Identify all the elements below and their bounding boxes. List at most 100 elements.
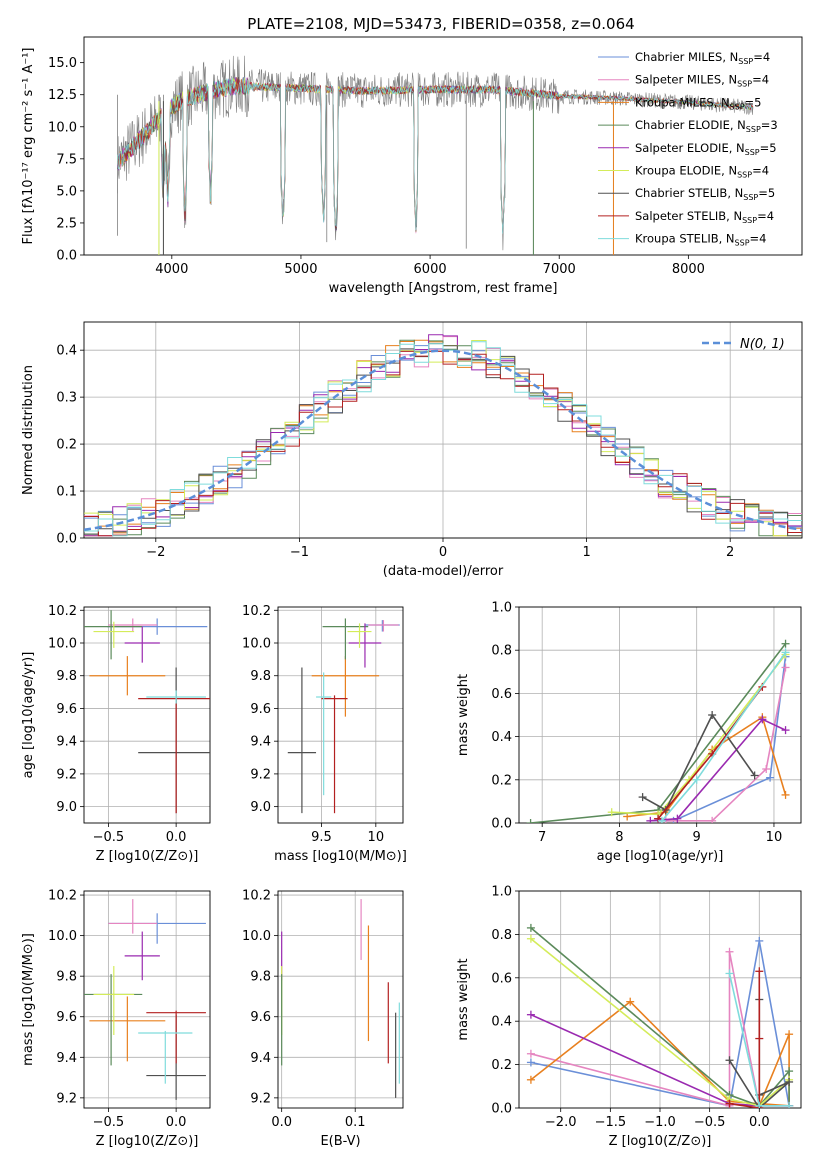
y-tick-label: 2.5 bbox=[56, 216, 77, 231]
y-tick-label: 9.8 bbox=[56, 669, 77, 684]
y-tick-label: 9.6 bbox=[250, 1010, 271, 1025]
weight-marker bbox=[725, 1099, 734, 1108]
weight-marker bbox=[755, 936, 764, 945]
weight-marker bbox=[755, 1101, 764, 1108]
plot-area bbox=[117, 55, 754, 255]
x-tick-label: 2 bbox=[726, 545, 734, 560]
legend-label: Salpeter ELODIE, NSSP=5 bbox=[635, 141, 777, 157]
figure-title: PLATE=2108, MJD=53473, FIBERID=0358, z=0… bbox=[247, 15, 634, 33]
data-point bbox=[93, 621, 135, 648]
x-tick-label: 6000 bbox=[414, 262, 447, 277]
legend: Chabrier MILES, NSSP=4 Salpeter MILES, NS… bbox=[598, 50, 778, 248]
weight-marker bbox=[692, 775, 701, 784]
x-tick-label: −1 bbox=[290, 545, 309, 560]
weight-series-1 bbox=[665, 667, 787, 822]
y-tick-label: 0.0 bbox=[491, 1102, 512, 1117]
legend-label: Chabrier ELODIE, NSSP=3 bbox=[635, 118, 778, 134]
data-point bbox=[108, 618, 158, 632]
weight-series-1 bbox=[530, 951, 761, 1107]
y-tick-label: 9.0 bbox=[56, 800, 77, 815]
y-tick-label: 0.6 bbox=[491, 971, 512, 986]
plot-frame bbox=[83, 321, 803, 539]
x-tick-label: −0.5 bbox=[93, 1115, 125, 1130]
y-tick-label: 0.0 bbox=[491, 817, 512, 832]
y-tick-label: 10.2 bbox=[242, 604, 271, 619]
legend-label: Salpeter STELIB, NSSP=4 bbox=[635, 209, 774, 225]
y-tick-label: 15.0 bbox=[48, 56, 77, 71]
data-point bbox=[368, 620, 399, 632]
y-tick-label: 9.6 bbox=[56, 1010, 77, 1025]
data-point bbox=[93, 966, 135, 1035]
y-tick-label: 9.0 bbox=[250, 800, 271, 815]
weight-series-6 bbox=[642, 713, 756, 812]
weight-marker bbox=[526, 1049, 535, 1058]
y-tick-label: 9.2 bbox=[56, 1091, 77, 1106]
y-axis-label: mass weight bbox=[456, 674, 471, 756]
panel-age-vs-mass: 9.5 10 9.0 9.2 9.4 9.6 9.8 10.0 10.2 mass [log10(… bbox=[242, 604, 407, 864]
legend-label: Kroupa STELIB, NSSP=4 bbox=[635, 232, 766, 248]
x-axis-label: Z [log10(Z/Z⊙)] bbox=[96, 1134, 199, 1149]
weight-marker bbox=[526, 934, 535, 943]
weight-series-7 bbox=[729, 971, 761, 1108]
plot-frame bbox=[83, 606, 211, 824]
weight-series-0 bbox=[530, 940, 790, 1107]
x-tick-label: −1.0 bbox=[644, 1115, 676, 1130]
weight-marker bbox=[785, 1030, 794, 1039]
data-point bbox=[84, 974, 143, 1066]
data-point bbox=[316, 672, 332, 796]
panel-weight-vs-age: 7 8 9 10 0.0 0.2 0.4 0.6 0.8 1.0 age [log10(age/yr… bbox=[456, 601, 802, 864]
residual-histogram-8 bbox=[84, 341, 802, 537]
y-axis-label: Normed distribution bbox=[21, 365, 36, 495]
plot-frame bbox=[83, 890, 211, 1109]
x-tick-label: 0.0 bbox=[749, 1115, 770, 1130]
x-axis-label: wavelength [Angstrom, rest frame] bbox=[329, 281, 558, 296]
x-tick-label: 5000 bbox=[284, 262, 317, 277]
x-tick-label: 8000 bbox=[672, 262, 705, 277]
plot-frame bbox=[518, 606, 802, 824]
y-tick-label: 9.4 bbox=[250, 1051, 271, 1066]
plot-area bbox=[84, 334, 802, 537]
data-point bbox=[287, 667, 317, 814]
data-point bbox=[364, 620, 400, 632]
weight-marker bbox=[646, 816, 655, 823]
x-tick-label: −0.5 bbox=[93, 830, 125, 845]
x-tick-label: 7 bbox=[538, 830, 546, 845]
weight-marker bbox=[766, 773, 775, 782]
weight-series-5 bbox=[530, 938, 790, 1107]
weight-series-5 bbox=[611, 654, 787, 816]
x-tick-label: −1.5 bbox=[595, 1115, 627, 1130]
legend-label: N(0, 1) bbox=[740, 337, 785, 352]
weight-marker bbox=[708, 711, 717, 719]
legend-label: Chabrier MILES, NSSP=4 bbox=[635, 50, 770, 66]
y-tick-label: 9.2 bbox=[250, 1091, 271, 1106]
x-tick-label: 0.0 bbox=[271, 1115, 292, 1130]
model-spectrum-8 bbox=[117, 77, 754, 234]
y-tick-label: 1.0 bbox=[491, 601, 512, 616]
y-tick-label: 0.4 bbox=[56, 344, 77, 359]
y-axis-label: Flux [fλ10⁻¹⁷ erg cm⁻² s⁻¹ A⁻¹] bbox=[21, 48, 36, 245]
plot-frame bbox=[277, 606, 404, 824]
plot-area bbox=[84, 610, 210, 814]
residual-histogram-7 bbox=[84, 350, 802, 537]
plot-area bbox=[526, 923, 794, 1108]
weight-marker bbox=[673, 814, 682, 823]
gridlines bbox=[278, 891, 403, 1108]
weight-marker bbox=[755, 1034, 764, 1043]
weight-marker bbox=[526, 1010, 535, 1019]
x-tick-label: 4000 bbox=[155, 262, 188, 277]
y-tick-label: 0.2 bbox=[491, 1058, 512, 1073]
data-point bbox=[124, 626, 160, 663]
weight-marker bbox=[781, 663, 790, 672]
x-tick-label: 10 bbox=[368, 830, 385, 845]
weight-marker bbox=[657, 816, 666, 823]
data-point bbox=[311, 656, 380, 717]
x-axis-label: Z [log10(Z/Z⊙)] bbox=[609, 1134, 712, 1149]
y-tick-label: 9.8 bbox=[250, 970, 271, 985]
legend: N(0, 1) bbox=[702, 337, 785, 352]
y-tick-label: 0.0 bbox=[56, 532, 77, 547]
legend-label: Chabrier STELIB, NSSP=5 bbox=[635, 186, 775, 202]
y-tick-label: 10.0 bbox=[48, 637, 77, 652]
y-axis-label: mass [log10(M/M⊙)] bbox=[21, 933, 36, 1066]
x-tick-label: 0.0 bbox=[166, 830, 187, 845]
plot-frame bbox=[518, 890, 802, 1109]
